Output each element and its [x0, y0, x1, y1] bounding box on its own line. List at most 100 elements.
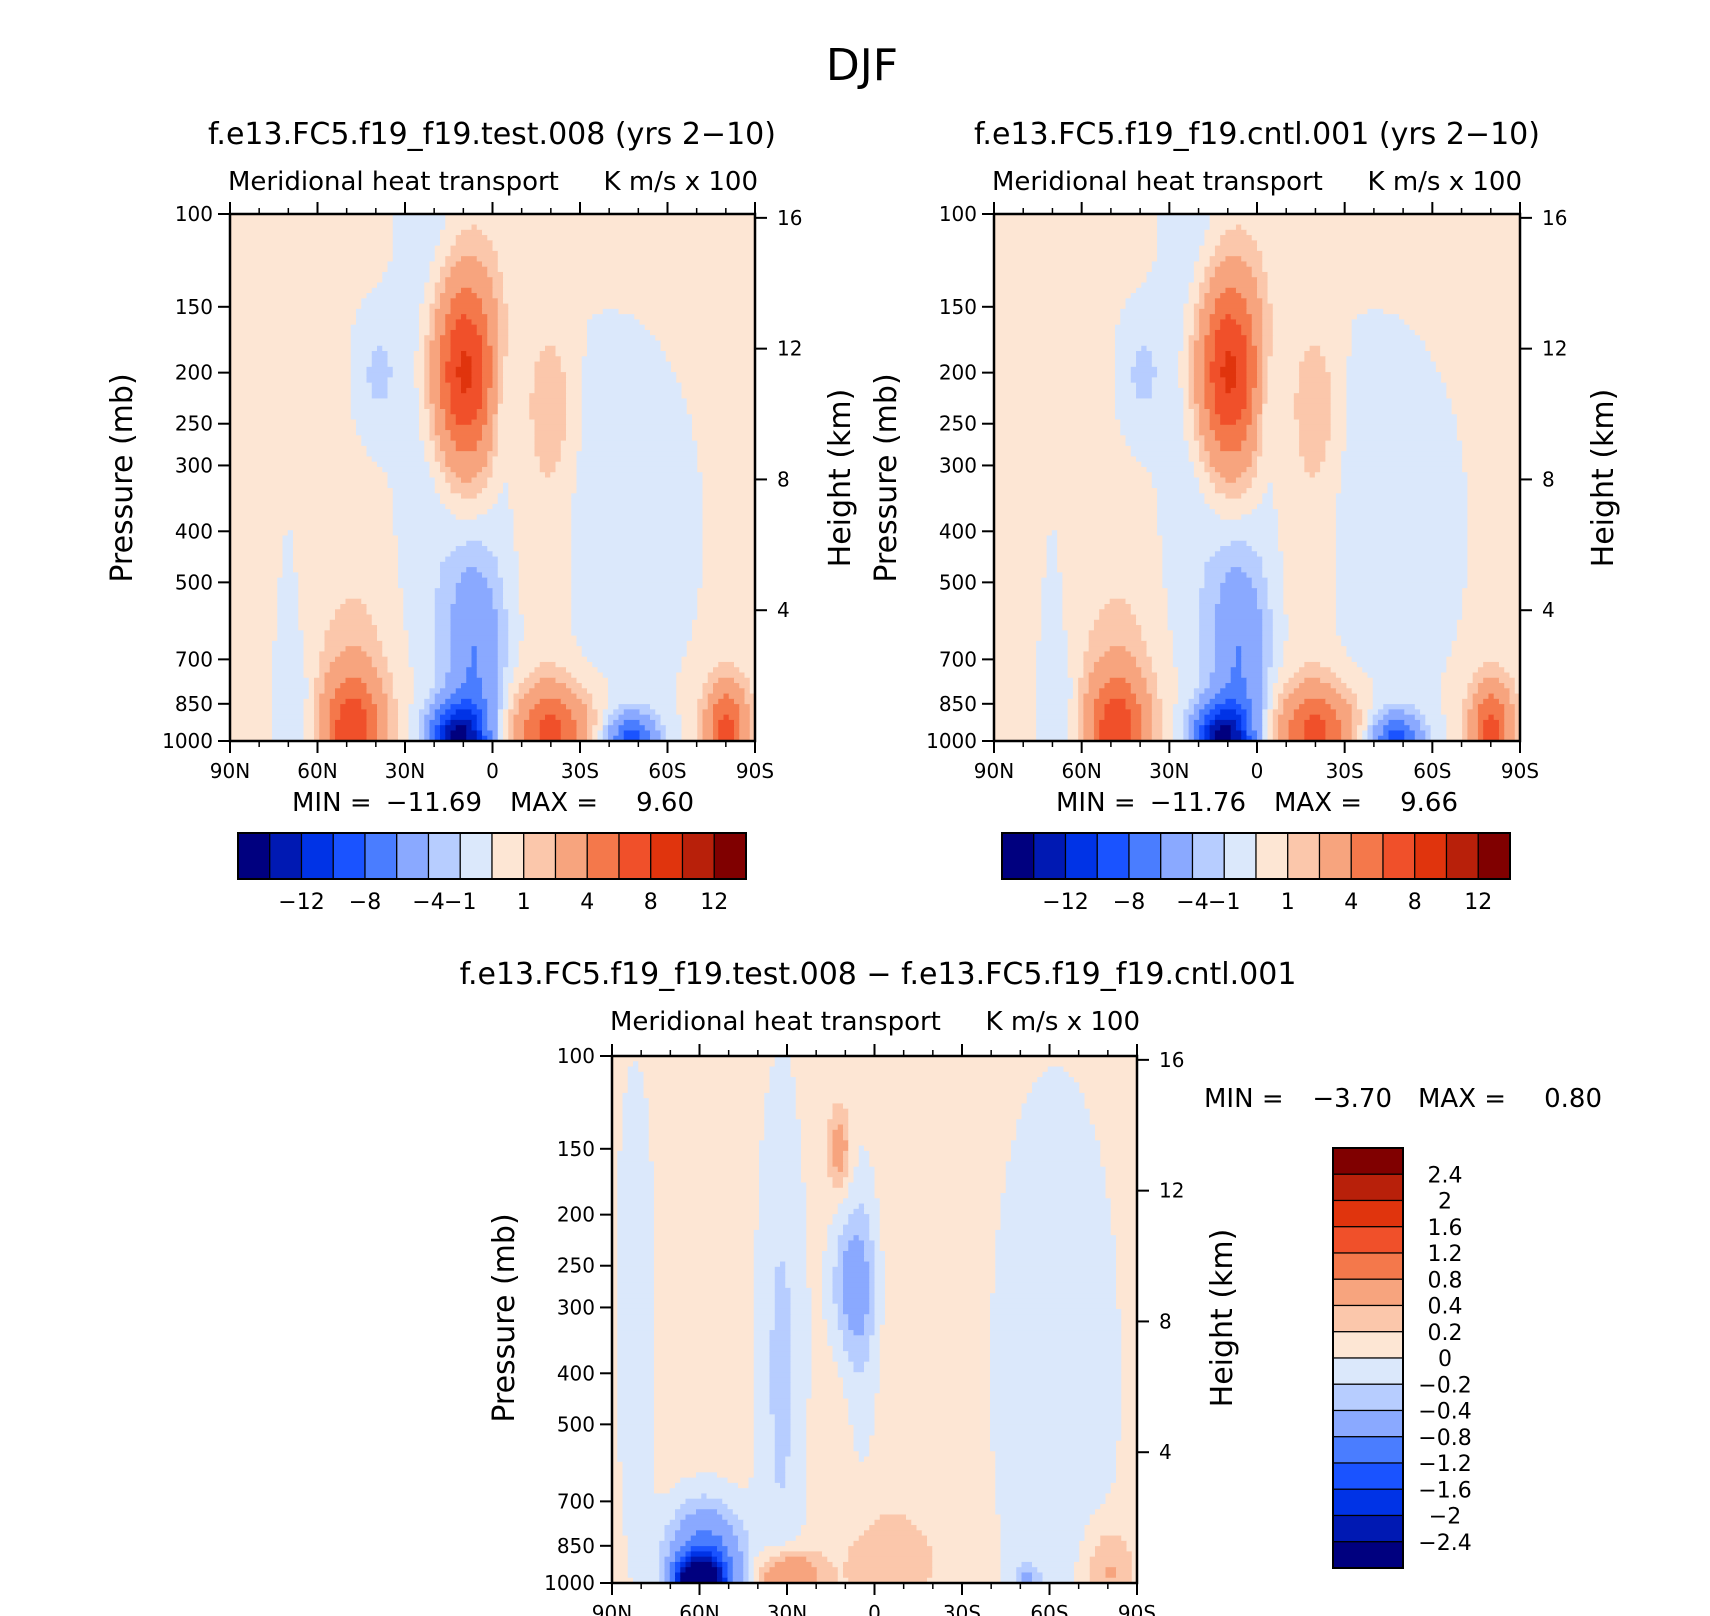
contour-cell	[1172, 719, 1184, 726]
contour-cell	[1346, 393, 1447, 400]
contour-cell	[1157, 498, 1205, 505]
contour-cell	[1262, 445, 1300, 452]
contour-cell	[424, 725, 431, 732]
contour-cell	[790, 1330, 813, 1336]
contour-cell	[832, 1177, 844, 1184]
contour-cell	[1441, 683, 1468, 689]
contour-cell	[1193, 277, 1205, 284]
contour-cell	[1016, 1124, 1096, 1131]
contour-cell	[612, 1161, 618, 1168]
contour-cell	[1214, 509, 1253, 515]
contour-cell	[1267, 598, 1284, 605]
contour-cell	[713, 725, 719, 732]
contour-cell	[392, 493, 441, 500]
contour-cell	[1288, 725, 1305, 732]
contour-cell	[1477, 714, 1490, 721]
contour-cell	[832, 1351, 849, 1357]
contour-cell	[874, 1319, 886, 1326]
colorbar-swatch	[618, 832, 652, 880]
contour-cell	[711, 1530, 734, 1537]
contour-cell	[990, 1303, 1117, 1310]
contour-cell	[1067, 735, 1079, 741]
colorbar-swatch	[1096, 832, 1130, 880]
contour-cell	[681, 719, 698, 726]
contour-cell	[440, 498, 499, 505]
contour-cell	[1183, 324, 1195, 331]
contour-field	[612, 1056, 1137, 1583]
contour-cell	[366, 451, 425, 458]
contour-cell	[816, 1577, 839, 1583]
contour-cell	[1272, 693, 1279, 700]
contour-cell	[1204, 735, 1211, 741]
contour-cell	[455, 725, 467, 732]
contour-cell	[654, 1171, 760, 1178]
contour-cell	[597, 714, 604, 721]
contour-cell	[1157, 214, 1211, 220]
contour-cell	[622, 1103, 650, 1110]
contour-cell	[1257, 424, 1263, 431]
contour-cell	[1383, 730, 1390, 737]
contour-cell	[419, 335, 425, 342]
contour-cell	[1341, 466, 1463, 473]
contour-cell	[602, 725, 609, 732]
contour-cell	[1446, 725, 1463, 732]
contour-cell	[995, 1235, 1117, 1242]
contour-cell	[617, 1409, 655, 1415]
contour-cell	[612, 1193, 618, 1199]
contour-cell	[1235, 698, 1253, 705]
contour-cell	[1214, 430, 1248, 436]
contour-cell	[429, 340, 441, 347]
contour-cell	[1467, 561, 1520, 568]
contour-cell	[303, 651, 320, 658]
contour-cell	[837, 1240, 849, 1247]
contour-cell	[566, 398, 583, 405]
contour-cell	[450, 430, 483, 436]
contour-cell	[827, 1135, 834, 1141]
contour-cell	[1246, 725, 1253, 732]
contour-cell	[811, 1335, 828, 1342]
contour-cell	[571, 598, 698, 605]
contour-cell	[230, 546, 284, 552]
contour-cell	[1110, 1203, 1137, 1210]
contour-cell	[994, 298, 1127, 305]
contour-cell	[356, 319, 420, 326]
contour-cell	[440, 435, 452, 442]
contour-cell	[717, 1577, 723, 1583]
contour-cell	[1116, 1266, 1137, 1273]
contour-cell	[622, 1488, 655, 1495]
contour-cell	[508, 488, 578, 494]
contour-cell	[503, 582, 520, 589]
contour-cell	[440, 298, 452, 305]
contour-cell	[1441, 704, 1463, 710]
contour-cell	[392, 372, 415, 378]
colorbar-swatch	[1223, 832, 1257, 880]
contour-cell	[874, 1308, 886, 1315]
contour-cell	[617, 1372, 655, 1379]
contour-cell	[874, 1171, 1007, 1178]
contour-cell	[853, 1540, 928, 1547]
contour-cell	[1105, 1498, 1137, 1505]
contour-cell	[1262, 677, 1269, 684]
contour-cell	[524, 630, 572, 637]
contour-cell	[1283, 709, 1295, 716]
contour-cell	[617, 1403, 655, 1410]
contour-cell	[843, 1250, 865, 1257]
contour-cell	[702, 714, 714, 721]
contour-cell	[669, 1540, 687, 1547]
contour-cell	[744, 698, 755, 705]
contour-cell	[1057, 567, 1163, 573]
contour-cell	[455, 440, 478, 447]
contour-cell	[440, 567, 467, 573]
contour-cell	[350, 340, 420, 347]
contour-cell	[497, 567, 520, 573]
contour-cell	[702, 567, 755, 573]
contour-cell	[608, 725, 620, 732]
contour-cell	[769, 1567, 818, 1574]
contour-cell	[681, 667, 714, 674]
contour-cell	[994, 683, 1037, 689]
contour-cell	[1178, 377, 1190, 384]
contour-cell	[697, 709, 704, 716]
contour-cell	[392, 240, 441, 247]
contour-cell	[1151, 393, 1184, 400]
contour-cell	[387, 735, 399, 741]
